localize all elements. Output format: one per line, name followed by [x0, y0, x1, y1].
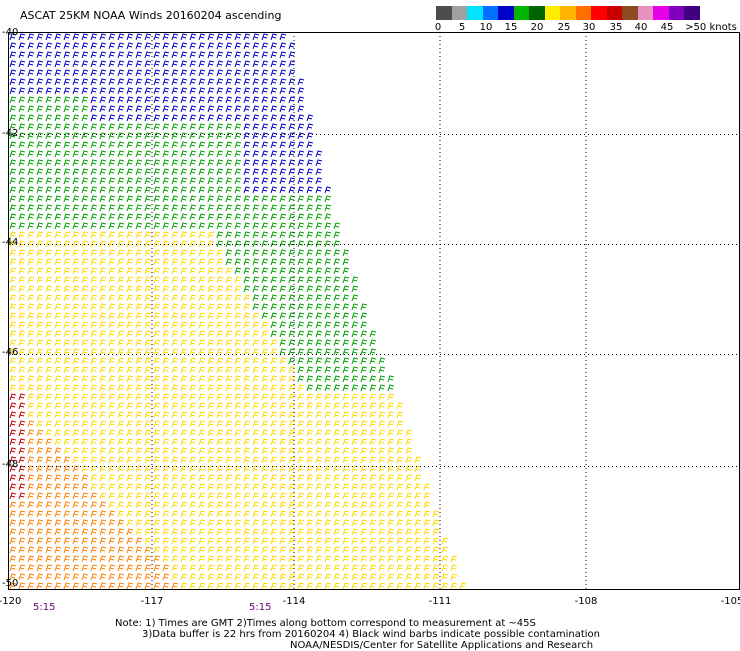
scale-swatch	[575, 6, 592, 20]
note-line-3: NOAA/NESDIS/Center for Satellite Applica…	[290, 640, 594, 651]
scale-swatch	[622, 6, 638, 20]
scale-label: 35	[609, 22, 623, 33]
scale-swatch	[467, 6, 483, 20]
scale-label: 5	[458, 22, 466, 33]
scale-swatch	[451, 6, 468, 20]
scale-swatch	[436, 6, 452, 20]
scale-label: 10	[479, 22, 493, 33]
scale-swatch	[560, 6, 576, 20]
x-tick-label: -114	[282, 596, 306, 607]
scale-label: 25	[557, 22, 571, 33]
wind-barb-group	[9, 33, 332, 194]
scale-swatch	[606, 6, 623, 20]
wind-barb-group	[9, 393, 26, 500]
y-tick-label: -40	[2, 27, 19, 38]
y-tick-label: -42	[2, 128, 19, 139]
x-tick-label: -117	[140, 596, 164, 607]
wind-barb-group	[9, 420, 179, 590]
scale-swatch	[513, 6, 530, 20]
x-tick-label: -108	[574, 596, 598, 607]
scale-label: 30	[582, 22, 596, 33]
scale-swatch	[684, 6, 700, 20]
note-line-1: Note: 1) Times are GMT 2)Times along bot…	[115, 618, 536, 629]
y-tick-label: -48	[2, 459, 19, 470]
wind-barb-group	[9, 231, 467, 590]
scale-swatch	[544, 6, 561, 20]
scale-swatch	[498, 6, 514, 20]
scale-swatch	[591, 6, 607, 20]
scale-swatch	[529, 6, 545, 20]
scale-swatch	[482, 6, 499, 20]
scale-label: 20	[530, 22, 544, 33]
x-tick-label: -111	[428, 596, 452, 607]
note-line-2: 3)Data buffer is 22 hrs from 20160204 4)…	[142, 629, 600, 640]
y-tick-label: -46	[2, 347, 19, 358]
map-title: ASCAT 25KM NOAA Winds 20160204 ascending	[20, 9, 282, 22]
scale-swatch	[653, 6, 669, 20]
wind-barb-group	[9, 96, 395, 392]
scale-swatch	[637, 6, 654, 20]
scale-label: 40	[634, 22, 648, 33]
y-tick-label: -50	[2, 578, 19, 589]
wind-barbs	[9, 33, 467, 590]
x-tick-label: -120	[0, 596, 22, 607]
y-tick-label: -44	[2, 237, 19, 248]
scale-label: 0	[434, 22, 442, 33]
scale-label: 15	[504, 22, 518, 33]
wind-map-plot	[8, 32, 740, 590]
time-label-west: 5:15	[33, 602, 56, 613]
scale-label: >50 knots	[685, 22, 737, 33]
time-label-east: 5:15	[249, 602, 272, 613]
x-tick-label: -105	[720, 596, 740, 607]
scale-label: 45	[660, 22, 674, 33]
scale-swatch	[668, 6, 685, 20]
graticule-grid	[8, 32, 740, 590]
